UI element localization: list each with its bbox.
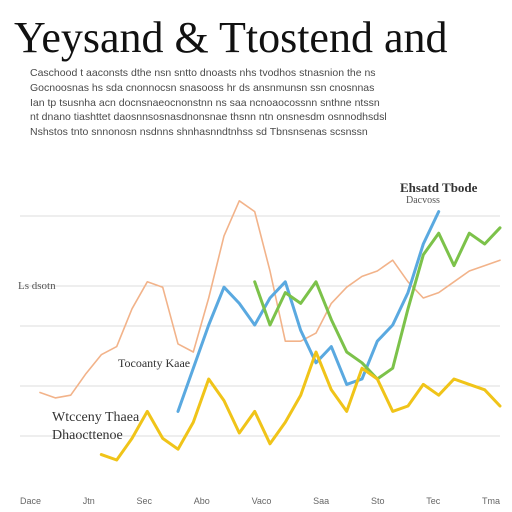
page-title: Yeysand & Ttostend and xyxy=(14,13,448,62)
y-tick-label: Ls dsotn xyxy=(18,280,56,292)
x-tick-label: Sec xyxy=(136,496,153,506)
series-line-2 xyxy=(176,210,441,413)
series-line-1 xyxy=(39,200,501,399)
line-chart xyxy=(20,200,502,462)
annotation-upper: Tocoanty Kaae xyxy=(118,356,191,370)
intro-line: Gocnoosnas hs sda cnonnocsn snasooss hr … xyxy=(30,81,375,94)
x-tick-label: Dace xyxy=(20,496,42,506)
legend-label: Ehsatd Tbode xyxy=(400,180,478,195)
intro-text: Caschood t aaconsts dthe nsn sntto dnoas… xyxy=(30,66,500,140)
x-tick-label: Saa xyxy=(313,496,330,506)
x-tick-label: Tma xyxy=(481,496,500,506)
x-tick-label: Abo xyxy=(193,496,210,506)
x-axis-footer: Dace Jtn Sec Abo Vaco Saa Sto Tec Tma xyxy=(20,496,500,506)
x-tick-label: Sto xyxy=(370,496,385,506)
intro-line: nt dnano tiashttet daosnnsosnasdnonsnae … xyxy=(30,111,387,124)
intro-line: Ian tp tsusnha acn docnsnaeocnonstnn ns … xyxy=(30,96,380,109)
x-tick-label: Jtn xyxy=(82,496,95,506)
x-tick-label: Tec xyxy=(426,496,441,506)
series-layer xyxy=(39,200,502,462)
annotation-lower-1: Wtcceny Thaea xyxy=(52,410,140,425)
annotation-lower-2: Dhaocttenoe xyxy=(52,428,123,443)
grid-lines xyxy=(20,215,500,437)
intro-line: Caschood t aaconsts dthe nsn sntto dnoas… xyxy=(30,67,376,79)
intro-line: Nshstos tnto snnonosn nsdnns shnhasnndtn… xyxy=(30,126,368,139)
x-tick-label: Vaco xyxy=(251,496,272,506)
legend-sub-label: Dacvoss xyxy=(406,195,440,206)
series-line-4 xyxy=(99,350,502,462)
